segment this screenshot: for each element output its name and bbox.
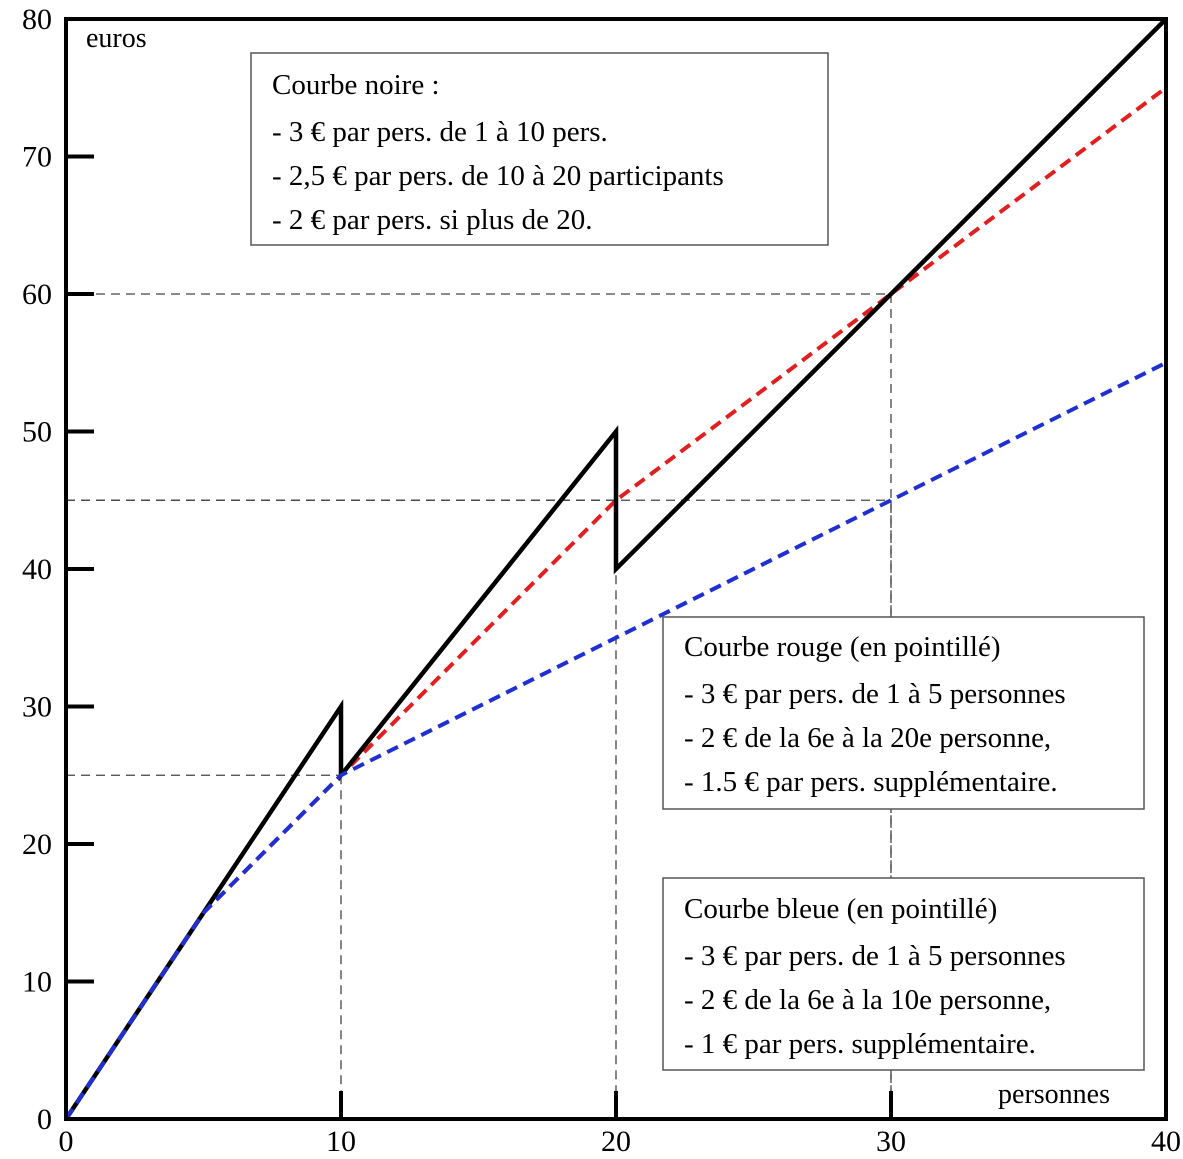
y-tick-label: 10: [22, 966, 52, 999]
legend-note-line: - 2 € de la 6e à la 10e personne,: [684, 984, 1051, 1016]
legend-note-line: - 3 € par pers. de 1 à 5 personnes: [684, 678, 1066, 710]
legend-note-line: - 2,5 € par pers. de 10 à 20 participant…: [272, 160, 724, 192]
x-axis-label: personnes: [998, 1079, 1110, 1110]
x-tick-label: 0: [59, 1125, 74, 1158]
y-tick-label: 80: [22, 3, 52, 36]
legend-note-line: - 1.5 € par pers. supplémentaire.: [684, 766, 1058, 798]
legend-note-title: Courbe bleue (en pointillé): [684, 893, 997, 925]
y-axis-label: euros: [86, 23, 147, 54]
y-tick-label: 30: [22, 691, 52, 724]
legend-note-frame: [250, 52, 829, 246]
axis-ticks: 0 10 20 30 40 50 60 70 80 0 10 20 30 40: [22, 3, 1181, 1158]
legend-note-line: - 2 € par pers. si plus de 20.: [272, 204, 593, 236]
x-tick-label: 40: [1151, 1125, 1181, 1158]
y-tick-label: 40: [22, 553, 52, 586]
x-tick-label: 20: [601, 1125, 631, 1158]
legend-note-frame: [662, 877, 1145, 1071]
x-tick-label: 30: [876, 1125, 906, 1158]
y-tick-label: 50: [22, 416, 52, 449]
legend-note-title: Courbe rouge (en pointillé): [684, 631, 1001, 663]
y-tick-label: 20: [22, 828, 52, 861]
legend-note-title: Courbe noire :: [272, 69, 440, 101]
legend-notes: Courbe noire : - 3 € par pers. de 1 à 10 …: [250, 52, 1145, 1071]
legend-note-line: - 1 € par pers. supplémentaire.: [684, 1028, 1036, 1060]
series-layer: [64, 17, 1168, 1121]
legend-note-frame: [662, 616, 1145, 810]
legend-note-line: - 2 € de la 6e à la 20e personne,: [684, 722, 1051, 754]
series-line-noire: [64, 17, 1168, 1121]
y-tick-label: 60: [22, 278, 52, 311]
series-line-bleue: [64, 360, 1167, 1121]
x-tick-label: 10: [326, 1125, 356, 1158]
legend-note-box: Courbe bleue (en pointillé) - 3 € par per…: [662, 877, 1145, 1071]
y-tick-label: 70: [22, 141, 52, 174]
legend-note-box: Courbe noire : - 3 € par pers. de 1 à 10 …: [250, 52, 829, 246]
y-tick-label: 0: [37, 1103, 52, 1136]
legend-note-line: - 3 € par pers. de 1 à 5 personnes: [684, 940, 1066, 972]
legend-note-line: - 3 € par pers. de 1 à 10 pers.: [272, 116, 608, 148]
legend-note-box: Courbe rouge (en pointillé) - 3 € par per…: [662, 616, 1145, 810]
